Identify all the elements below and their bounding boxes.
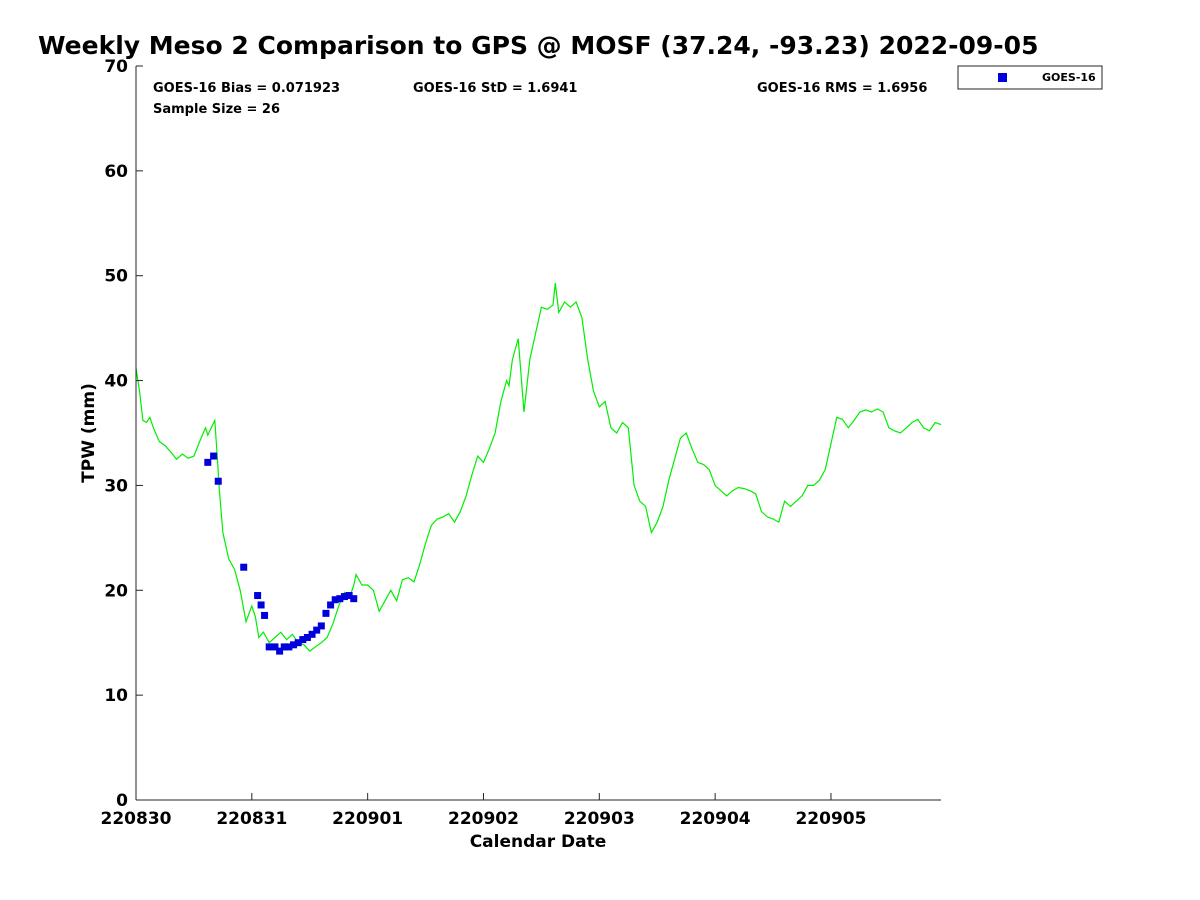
gps-series (135, 283, 942, 652)
goes16-point (257, 601, 265, 609)
y-tick-label: 50 (104, 267, 128, 287)
x-ticks: 220830 220831 220901 220902 220903 220904 2209… (101, 793, 866, 829)
legend-box (957, 65, 1103, 90)
plot-background (136, 66, 941, 799)
x-tick-label: 220905 (795, 809, 866, 829)
y-tick-label: 30 (104, 476, 128, 496)
goes16-point (290, 641, 298, 649)
plot-area: 0 10 20 30 40 50 60 70 220830 220831 220901 220902… (101, 57, 942, 829)
goes-series (204, 452, 358, 655)
goes16-point (265, 643, 273, 651)
gps-line (135, 283, 942, 652)
goes16-point (322, 609, 330, 617)
goes16-point (313, 626, 321, 634)
goes16-point (285, 643, 293, 651)
goes16-point (271, 643, 279, 651)
goes16-point (294, 639, 302, 647)
goes16-point (308, 630, 316, 638)
goes16-point (280, 643, 288, 651)
legend-marker-goes16 (998, 73, 1007, 82)
rms-stat: GOES-16 RMS = 1.6956 (757, 81, 927, 96)
x-tick-label: 220904 (680, 809, 751, 829)
goes16-point (240, 563, 248, 571)
x-tick-label: 220830 (101, 809, 172, 829)
goes16-point (276, 647, 284, 655)
y-tick-label: 60 (104, 162, 128, 182)
goes16-point (331, 596, 339, 604)
x-tick-label: 220903 (564, 809, 635, 829)
goes16-point (204, 458, 212, 466)
x-tick-label: 220901 (332, 809, 403, 829)
y-tick-label: 40 (104, 372, 128, 392)
goes16-point (210, 452, 218, 460)
x-tick-label: 220902 (448, 809, 519, 829)
goes16-point (350, 595, 358, 603)
goes16-point (327, 601, 335, 609)
y-tick-label: 20 (104, 581, 128, 601)
y-tick-label: 10 (104, 686, 128, 706)
x-tick-label: 220831 (216, 809, 287, 829)
legend-label-goes16: GOES-16 (1042, 71, 1096, 84)
goes16-point (254, 592, 262, 600)
legend: GOES-16 (957, 65, 1103, 90)
bias-stat: GOES-16 Bias = 0.071923 (153, 81, 340, 96)
y-ticks: 0 10 20 30 40 50 60 70 (104, 57, 143, 811)
chart-title: Weekly Meso 2 Comparison to GPS @ MOSF (… (38, 31, 1038, 60)
goes16-point (214, 477, 222, 485)
x-axis-label: Calendar Date (470, 832, 607, 852)
goes16-point (345, 592, 353, 600)
y-tick-label: 0 (116, 791, 128, 811)
y-tick-label: 70 (104, 57, 128, 77)
goes16-point (261, 611, 269, 619)
goes16-point (299, 636, 307, 644)
sample-size-stat: Sample Size = 26 (153, 102, 280, 117)
goes16-point (340, 593, 348, 601)
goes16-point (303, 633, 311, 641)
std-stat: GOES-16 StD = 1.6941 (413, 81, 577, 96)
goes16-point (336, 595, 344, 603)
y-axis-label: TPW (mm) (79, 383, 99, 483)
goes16-point (317, 622, 325, 630)
